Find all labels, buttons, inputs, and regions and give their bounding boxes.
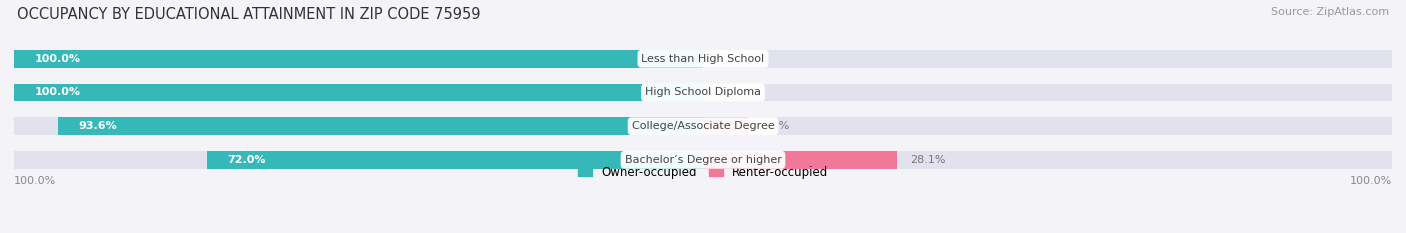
Bar xyxy=(14,50,703,68)
Legend: Owner-occupied, Renter-occupied: Owner-occupied, Renter-occupied xyxy=(578,166,828,179)
Text: 100.0%: 100.0% xyxy=(35,87,80,97)
Text: 72.0%: 72.0% xyxy=(228,155,266,165)
Text: High School Diploma: High School Diploma xyxy=(645,87,761,97)
Bar xyxy=(58,117,703,135)
Text: OCCUPANCY BY EDUCATIONAL ATTAINMENT IN ZIP CODE 75959: OCCUPANCY BY EDUCATIONAL ATTAINMENT IN Z… xyxy=(17,7,481,22)
Text: 100.0%: 100.0% xyxy=(14,176,56,186)
Bar xyxy=(14,84,1392,101)
Text: 100.0%: 100.0% xyxy=(1350,176,1392,186)
Bar xyxy=(703,151,897,169)
Text: Bachelor’s Degree or higher: Bachelor’s Degree or higher xyxy=(624,155,782,165)
Bar xyxy=(703,117,748,135)
Bar xyxy=(14,84,703,101)
Bar xyxy=(14,50,1392,68)
Bar xyxy=(207,151,703,169)
Text: College/Associate Degree: College/Associate Degree xyxy=(631,121,775,131)
Text: Less than High School: Less than High School xyxy=(641,54,765,64)
Text: 93.6%: 93.6% xyxy=(79,121,118,131)
Text: 6.5%: 6.5% xyxy=(762,121,790,131)
Bar xyxy=(14,151,1392,169)
Bar xyxy=(14,117,1392,135)
Text: 100.0%: 100.0% xyxy=(35,54,80,64)
Text: 28.1%: 28.1% xyxy=(910,155,946,165)
Text: Source: ZipAtlas.com: Source: ZipAtlas.com xyxy=(1271,7,1389,17)
